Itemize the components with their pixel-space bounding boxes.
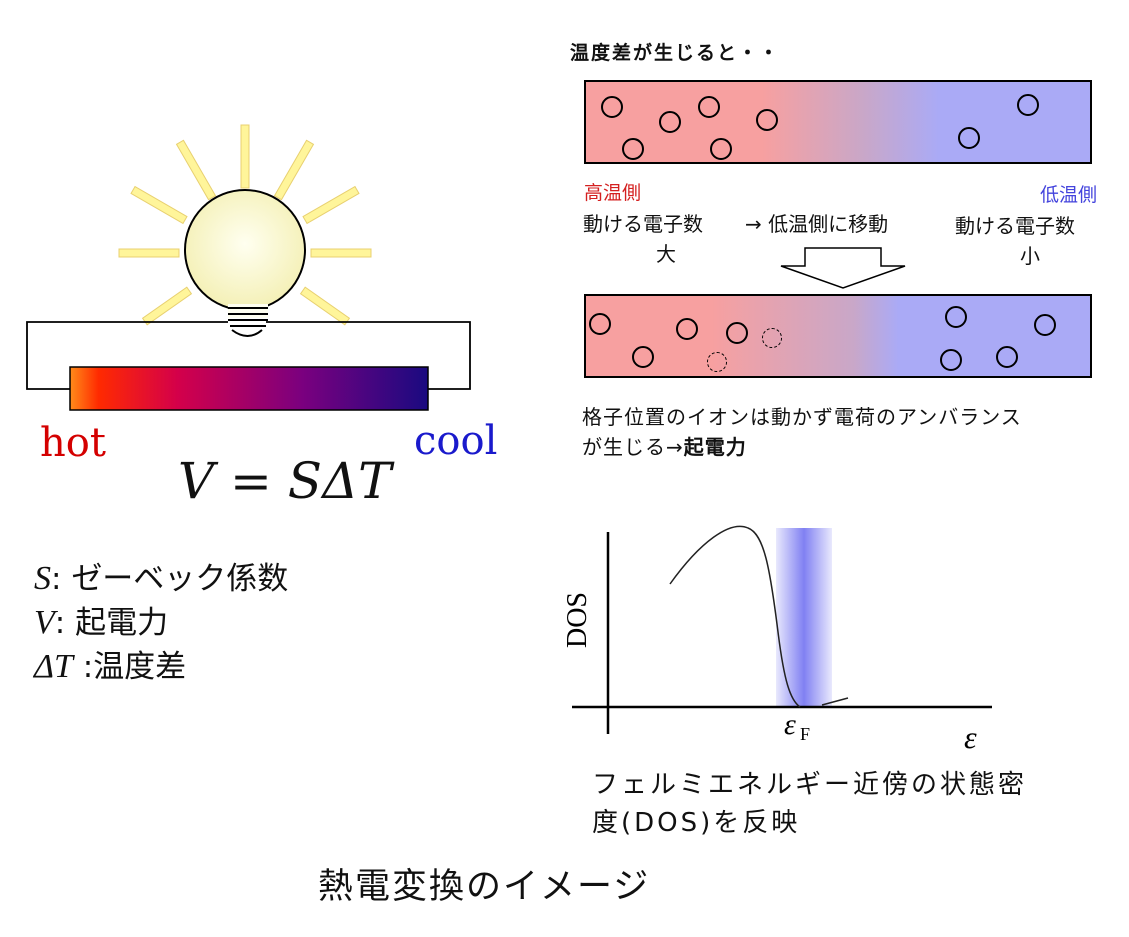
thermoelectric-bar — [69, 366, 429, 411]
electron-icon — [958, 127, 980, 149]
cold-side-electron-count: 動ける電子数 — [955, 214, 1075, 238]
formula-s: S — [287, 452, 323, 510]
fermi-subscript: F — [800, 724, 810, 744]
charge-imbalance-caption: 格子位置のイオンは動かず電荷のアンバランス が生じる→起電力 — [582, 402, 1022, 462]
migration-title: 温度差が生じると・・ — [570, 42, 781, 64]
definition-symbol: V — [34, 604, 55, 641]
electron-icon — [940, 349, 962, 371]
hole-icon — [762, 328, 782, 348]
light-rays — [118, 124, 372, 326]
movement-text: → 低温側に移動 — [745, 212, 889, 236]
ray-left-2 — [130, 185, 188, 225]
caption-line: が生じる→起電力 — [582, 432, 1022, 462]
electron-icon — [710, 138, 732, 160]
caption-line: 格子位置のイオンは動かず電荷のアンバランス — [582, 405, 1022, 429]
cool-label: cool — [414, 418, 498, 464]
electron-icon — [659, 111, 681, 133]
definition-row: S: ゼーベック係数 — [34, 553, 288, 598]
ray-right-2 — [302, 185, 360, 225]
ray-right-1 — [273, 139, 315, 201]
dos-caption: フェルミエネルギー近傍の状態密 度(DOS)を反映 — [592, 766, 1027, 842]
electron-icon — [676, 318, 698, 340]
caption-prefix: が生じる→ — [582, 435, 684, 459]
electron-icon — [1017, 94, 1039, 116]
ray-left-3 — [118, 248, 180, 258]
electron-icon — [589, 313, 611, 335]
hot-side-label: 高温側 — [584, 182, 642, 204]
definition-separator: : — [51, 561, 72, 597]
caption-line: 度(DOS)を反映 — [592, 808, 801, 838]
electron-icon — [601, 96, 623, 118]
dos-plot: DOS ε ε F — [562, 525, 992, 755]
definition-text: 起電力 — [75, 605, 169, 641]
hot-label: hot — [40, 420, 106, 466]
electron-icon — [945, 306, 967, 328]
cold-side-electron-amount: 小 — [1020, 244, 1040, 268]
ray-top — [240, 124, 250, 189]
wire-left — [26, 321, 228, 390]
electron-icon — [726, 322, 748, 344]
formula-v: V — [178, 452, 215, 510]
fermi-label: ε — [784, 708, 796, 741]
electron-icon — [632, 346, 654, 368]
x-axis-label: ε — [964, 719, 977, 755]
hot-side-electron-amount: 大 — [656, 242, 676, 266]
definition-row: ΔT :温度差 — [34, 641, 186, 686]
ray-right-3 — [310, 248, 372, 258]
cold-side-label: 低温側 — [1040, 184, 1098, 206]
ray-left-4 — [141, 286, 193, 326]
light-bulb-icon — [184, 189, 306, 311]
seebeck-formula: V = SΔT — [178, 452, 392, 510]
definition-text: 温度差 — [93, 649, 187, 685]
definition-symbol: ΔT — [34, 648, 73, 685]
temperature-gradient-bar-after — [584, 294, 1092, 378]
definition-separator: : — [72, 649, 94, 685]
formula-eq: = — [214, 452, 288, 510]
electron-icon — [698, 96, 720, 118]
electron-icon — [1034, 314, 1056, 336]
ray-right-4 — [299, 286, 351, 326]
electron-icon — [996, 346, 1018, 368]
emf-highlight: 起電力 — [683, 435, 747, 459]
hot-side-electron-count: 動ける電子数 — [583, 212, 703, 236]
hole-icon — [707, 352, 727, 372]
caption-line: フェルミエネルギー近傍の状態密 — [592, 770, 1028, 800]
wire-right — [266, 321, 471, 390]
down-arrow-icon — [780, 247, 906, 289]
formula-dt: ΔT — [322, 452, 392, 510]
ray-left-1 — [175, 139, 217, 201]
electron-icon — [756, 109, 778, 131]
y-axis-label: DOS — [562, 592, 593, 648]
definition-symbol: S — [34, 560, 51, 597]
definition-text: ゼーベック係数 — [71, 561, 289, 597]
figure-caption: 熱電変換のイメージ — [318, 867, 651, 907]
thermoelectric-circuit-diagram — [26, 124, 471, 411]
definition-row: V: 起電力 — [34, 597, 168, 642]
dos-curve — [669, 525, 849, 708]
bulb-base — [228, 304, 268, 337]
fermi-level-band — [776, 528, 832, 708]
definition-separator: : — [54, 605, 76, 641]
electron-icon — [622, 138, 644, 160]
